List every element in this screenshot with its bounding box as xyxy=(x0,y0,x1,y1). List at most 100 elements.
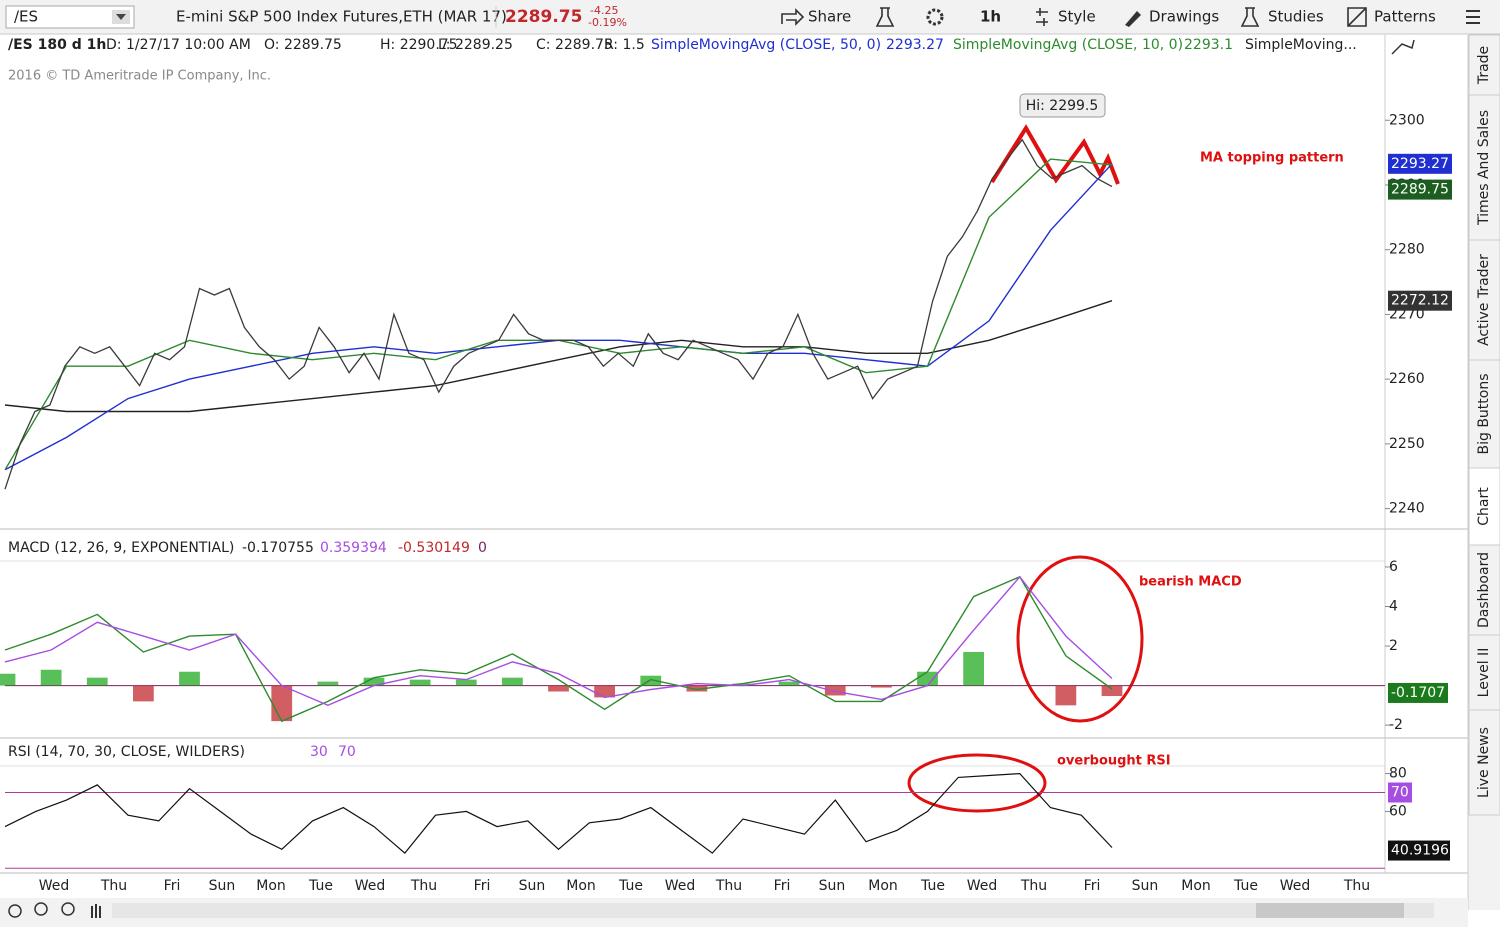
value-box xyxy=(1388,290,1452,311)
copyright: 2016 © TD Ameritrade IP Company, Inc. xyxy=(8,69,271,84)
x-tick-label: Fri xyxy=(774,878,791,894)
patterns-button[interactable]: Patterns xyxy=(1374,8,1436,26)
pan-icon[interactable] xyxy=(91,904,101,918)
histogram-bar xyxy=(778,681,800,686)
x-tick-label: Thu xyxy=(1343,878,1370,894)
y-tick-label: 4 xyxy=(1389,598,1398,614)
patterns-icon[interactable] xyxy=(1347,7,1367,27)
side-tab-label[interactable]: Active Trader xyxy=(1476,254,1492,346)
rsi-line xyxy=(4,772,1113,854)
sma50-value: 2293.27 xyxy=(886,37,944,53)
side-tab[interactable] xyxy=(1468,34,1500,96)
side-tab[interactable] xyxy=(1468,634,1500,711)
zoom-in-icon[interactable] xyxy=(34,902,48,916)
histogram-bar xyxy=(501,677,523,686)
y-tick-label: 60 xyxy=(1389,803,1407,819)
sma50-line xyxy=(4,163,1113,471)
symbol-box[interactable] xyxy=(5,5,135,29)
style-icon[interactable] xyxy=(1036,8,1048,26)
side-tab[interactable] xyxy=(1468,467,1500,546)
y-tick-label: 2260 xyxy=(1389,371,1425,387)
flask-icon[interactable] xyxy=(875,7,895,27)
side-tab-label[interactable]: Times And Sales xyxy=(1476,110,1492,226)
close: C: 2289.75 xyxy=(536,37,613,53)
date: D: 1/27/17 10:00 AM xyxy=(106,37,251,53)
histogram-bar xyxy=(317,681,339,686)
share-button[interactable]: Share xyxy=(808,8,851,26)
x-tick-label: Sun xyxy=(209,878,236,894)
side-tab-label[interactable]: Live News xyxy=(1476,727,1492,798)
side-tab-label[interactable]: Big Buttons xyxy=(1476,373,1492,454)
symbol[interactable]: /ES xyxy=(14,8,38,26)
style-button[interactable]: Style xyxy=(1058,8,1096,26)
histogram-bar xyxy=(917,671,938,686)
histogram-bar xyxy=(824,685,846,696)
share-icon[interactable] xyxy=(781,8,805,26)
side-tab-label[interactable]: Trade xyxy=(1476,46,1492,85)
sma10-line xyxy=(4,158,1113,471)
high: H: 2290.75 xyxy=(380,37,458,53)
rsi-header: RSI (14, 70, 30, CLOSE, WILDERS) xyxy=(8,744,245,760)
studies-icon[interactable] xyxy=(1240,7,1260,27)
scrollbar-track[interactable] xyxy=(112,903,1434,918)
macd-header: MACD (12, 26, 9, EXPONENTIAL) xyxy=(8,540,234,556)
settings-icon[interactable] xyxy=(926,8,944,26)
value-box xyxy=(1388,682,1448,703)
side-tab[interactable] xyxy=(1468,359,1500,469)
macd-diff: -0.530149 xyxy=(398,540,470,556)
value-box xyxy=(1388,840,1450,861)
y-tick-label: -2 xyxy=(1389,717,1403,733)
drawings-icon[interactable] xyxy=(1125,11,1141,27)
x-tick-label: Fri xyxy=(1084,878,1101,894)
crosshair-icon[interactable] xyxy=(8,904,22,918)
toolbar xyxy=(0,0,1500,34)
value-box xyxy=(1388,179,1452,200)
histogram-bar xyxy=(363,677,385,686)
menu-icon[interactable] xyxy=(1466,10,1480,24)
y-tick-label: 6 xyxy=(1389,559,1398,575)
side-tab-label[interactable]: Level II xyxy=(1476,648,1492,698)
studies-button[interactable]: Studies xyxy=(1268,8,1324,26)
side-tab[interactable] xyxy=(1468,544,1500,636)
x-tick-label: Wed xyxy=(1280,878,1311,894)
scrollbar-thumb[interactable] xyxy=(1256,903,1404,918)
x-tick-label: Wed xyxy=(665,878,696,894)
annotation-ellipse xyxy=(907,753,1047,813)
drawings-button[interactable]: Drawings xyxy=(1149,8,1219,26)
sma200-line xyxy=(4,300,1113,413)
x-tick-label: Thu xyxy=(715,878,742,894)
histogram-bar xyxy=(963,651,985,686)
open: O: 2289.75 xyxy=(264,37,342,53)
sma50-label: SimpleMovingAvg (CLOSE, 50, 0) xyxy=(651,37,881,53)
value-box-label: 2289.75 xyxy=(1391,182,1449,198)
high-label: Hi: 2299.5 xyxy=(1026,98,1099,114)
x-tick-label: Tue xyxy=(920,878,945,894)
avg-line xyxy=(4,575,1113,707)
x-tick-label: Thu xyxy=(100,878,127,894)
zoom-out-icon[interactable] xyxy=(61,902,75,916)
histogram-bar xyxy=(1101,685,1123,697)
histogram-bar xyxy=(686,685,708,692)
side-tab[interactable] xyxy=(1468,709,1500,816)
side-tab-label[interactable]: Dashboard xyxy=(1476,552,1492,628)
side-tab-label[interactable]: Chart xyxy=(1476,487,1492,526)
histogram-bar xyxy=(732,683,754,686)
y-tick-label: 2250 xyxy=(1389,436,1425,452)
timeframe[interactable]: 1h xyxy=(980,8,1001,26)
sma10-label: SimpleMovingAvg (CLOSE, 10, 0) xyxy=(953,37,1183,53)
y-tick-label: 2280 xyxy=(1389,242,1425,258)
side-tab[interactable] xyxy=(1468,94,1500,241)
histogram-bar xyxy=(1055,685,1077,706)
last-price: 2289.75 xyxy=(505,7,582,27)
value-box-label: 40.9196 xyxy=(1391,843,1449,859)
x-tick-label: Mon xyxy=(868,878,898,894)
expand-icon[interactable] xyxy=(1391,39,1415,55)
histogram-bar xyxy=(455,679,477,686)
x-tick-label: Mon xyxy=(1181,878,1211,894)
x-tick-label: Mon xyxy=(566,878,596,894)
x-tick-label: Sun xyxy=(1132,878,1159,894)
value-box xyxy=(1388,153,1452,174)
range: R: 1.5 xyxy=(604,37,645,53)
y-tick-label: 2240 xyxy=(1389,501,1425,517)
